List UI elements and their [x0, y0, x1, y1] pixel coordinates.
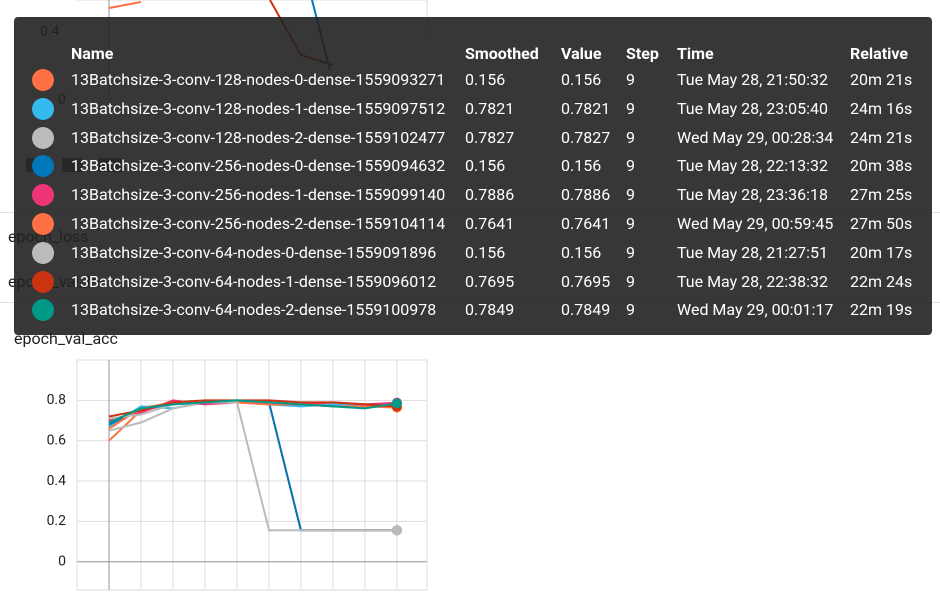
plot-area [76, 359, 428, 591]
end-point [391, 398, 402, 409]
run-color [32, 184, 54, 207]
table-cell: 0.7886 [561, 185, 611, 205]
table-cell: 9 [626, 214, 635, 233]
table-cell: 22m 24s [850, 271, 913, 291]
table-cell: 0.156 [561, 156, 602, 176]
table-cell: 27m 50s [850, 214, 913, 233]
table-cell: 0.156 [561, 70, 602, 89]
run-color [32, 126, 54, 149]
line-fragment [108, 1, 142, 9]
table-cell: Tue May 28, 23:36:18 [677, 185, 828, 205]
table-cell: 0.7641 [465, 214, 515, 233]
table-cell: 0.7827 [465, 127, 515, 147]
run-color [32, 241, 54, 264]
table-cell: 13Batchsize-3-conv-256-nodes-1-dense-155… [71, 185, 446, 205]
table-cell: Tue May 28, 23:05:40 [677, 98, 828, 118]
table-cell: 20m 21s [850, 70, 913, 89]
table-cell: 0.7695 [465, 271, 515, 291]
table-cell: 0.7695 [561, 271, 611, 291]
run-color [32, 299, 54, 322]
y-tick-label: 0 [58, 553, 66, 569]
table-cell: 20m 17s [850, 242, 913, 262]
table-cell: 9 [626, 127, 635, 147]
column-header: Name [71, 44, 114, 63]
table-cell: 24m 21s [850, 127, 913, 147]
table-cell: 24m 16s [850, 98, 913, 118]
table-cell: 0.156 [465, 156, 506, 176]
run-color [32, 69, 54, 91]
table-cell: 0.7886 [465, 185, 515, 205]
column-header: Smoothed [465, 44, 539, 63]
table-cell: 9 [626, 300, 635, 320]
y-tick-label: 0.2 [47, 513, 67, 529]
run-color [32, 97, 54, 120]
table-cell: 0.7821 [465, 98, 515, 118]
series-line [108, 399, 398, 424]
table-cell: 0.7827 [561, 127, 611, 147]
table-cell: 13Batchsize-3-conv-64-nodes-1-dense-1559… [71, 271, 437, 291]
table-cell: Tue May 28, 21:50:32 [677, 70, 828, 89]
table-cell: 0.156 [561, 242, 602, 262]
table-cell: Tue May 28, 22:13:32 [677, 156, 828, 176]
y-tick-label: 0.4 [47, 473, 67, 489]
table-cell: Tue May 28, 21:27:51 [677, 242, 828, 262]
table-cell: 9 [626, 98, 635, 118]
table-cell: 9 [626, 242, 635, 262]
table-cell: 0.156 [465, 70, 506, 89]
table-cell: 20m 38s [850, 156, 913, 176]
table-cell: 13Batchsize-3-conv-64-nodes-0-dense-1559… [71, 242, 437, 262]
run-color [32, 213, 54, 235]
run-color [32, 270, 54, 293]
column-header: Step [626, 44, 659, 63]
table-cell: Wed May 29, 00:01:17 [677, 300, 834, 320]
tooltip: Name Smoothed Value Step Time Relative 13Batch… [14, 17, 932, 335]
table-cell: 27m 25s [850, 185, 913, 205]
table-cell: 0.7849 [465, 300, 515, 320]
table-cell: 13Batchsize-3-conv-128-nodes-0-dense-155… [71, 70, 446, 89]
table-cell: 0.7821 [561, 98, 611, 118]
table-cell: 13Batchsize-3-conv-128-nodes-1-dense-155… [71, 98, 446, 118]
table-cell: 13Batchsize-3-conv-256-nodes-2-dense-155… [71, 214, 446, 233]
table-cell: 9 [626, 156, 635, 176]
table-cell: 22m 19s [850, 300, 913, 320]
table-cell: 13Batchsize-3-conv-256-nodes-0-dense-155… [71, 156, 446, 176]
table-cell: 13Batchsize-3-conv-64-nodes-2-dense-1559… [71, 300, 437, 320]
table-cell: 0.156 [465, 242, 506, 262]
table-cell: 0.7849 [561, 300, 611, 320]
column-header: Time [677, 44, 714, 63]
table-cell: Tue May 28, 22:38:32 [677, 271, 828, 291]
column-header: Relative [850, 44, 908, 63]
table-cell: 9 [626, 271, 635, 291]
series-line [108, 401, 397, 532]
table-cell: Wed May 29, 00:59:45 [677, 214, 834, 233]
table-cell: 13Batchsize-3-conv-128-nodes-2-dense-155… [71, 127, 446, 147]
run-color [32, 155, 54, 178]
table-cell: 9 [626, 185, 635, 205]
table-cell: 9 [626, 70, 635, 89]
table-cell: 0.7641 [561, 214, 611, 233]
y-tick-label: 0.8 [47, 392, 67, 408]
table-cell: Wed May 29, 00:28:34 [677, 127, 834, 147]
end-point [391, 525, 402, 536]
column-header: Value [561, 44, 602, 63]
y-tick-label: 0.6 [47, 432, 67, 448]
